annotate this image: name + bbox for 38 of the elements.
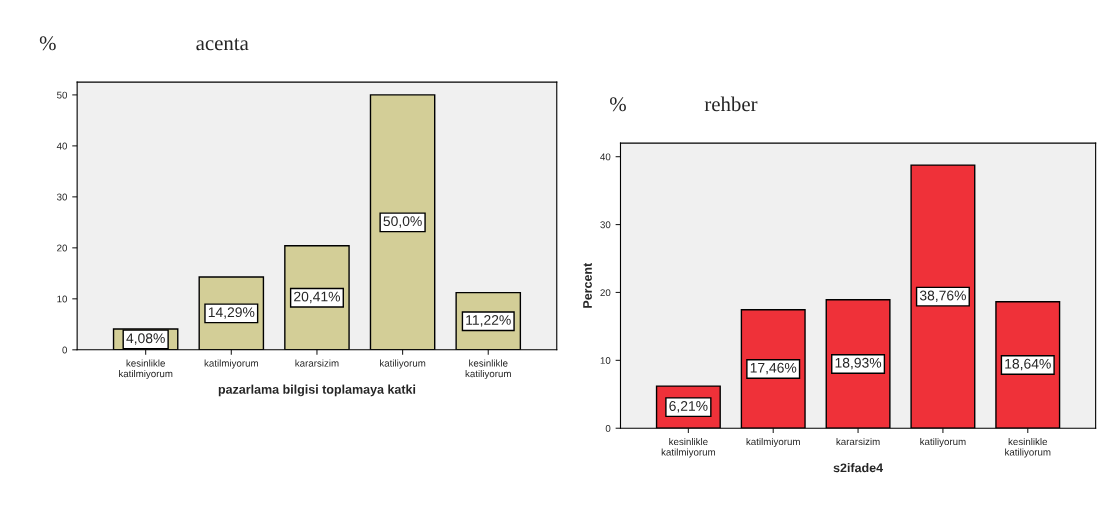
text: % (610, 97, 626, 112)
x-axis-title: pazarlama bilgisi toplamaya katki (218, 384, 416, 397)
data-label: 4,08% (126, 333, 165, 345)
y-tick-label: 20 (600, 289, 611, 297)
data-label: 20,41% (294, 291, 341, 304)
x-tick-label: kesinlikle katiliyorum (1005, 437, 1051, 458)
chart-title: acenta (196, 38, 249, 51)
x-axis-title: s2ifade4 (833, 463, 884, 473)
y-tick-label: 10 (600, 357, 611, 364)
y-tick-label: 20 (57, 244, 68, 252)
chart-title: rehber (704, 96, 758, 112)
data-label: 6,21% (669, 401, 708, 413)
y-tick-label: 50 (57, 91, 68, 99)
data-label: 50,0% (383, 216, 422, 228)
x-tick-label: katilmiyorum (746, 437, 800, 448)
data-label: 38,76% (919, 290, 966, 303)
y-axis-title: Percent (583, 262, 592, 308)
data-label: 18,93% (835, 357, 882, 370)
x-tick-label: kesinlikle katilmiyorum (661, 437, 716, 458)
y-tick-label: 40 (56, 142, 68, 150)
y-tick-label: 0 (62, 346, 68, 354)
text: % (39, 36, 56, 51)
x-tick-label: kesinlikle katilmiyorum (119, 359, 173, 380)
x-tick-label: kararsizim (295, 359, 339, 367)
data-label: 18,64% (1005, 358, 1051, 371)
data-label: 14,29% (208, 307, 255, 319)
data-label: 17,46% (750, 362, 797, 375)
x-tick-label: kesinlikle katiliyorum (465, 359, 511, 380)
y-tick-label: 40 (600, 153, 611, 161)
x-tick-label: katiliyorum (380, 359, 426, 369)
y-tick-label: 10 (57, 295, 68, 303)
x-tick-label: katiliyorum (920, 437, 966, 448)
y-tick-label: 30 (600, 221, 611, 229)
x-tick-label: kararsizim (836, 437, 880, 446)
x-tick-label: katilmiyorum (204, 359, 258, 369)
data-label: 11,22% (466, 315, 511, 327)
y-tick-label: 30 (56, 193, 68, 201)
y-tick-label: 0 (605, 424, 611, 432)
